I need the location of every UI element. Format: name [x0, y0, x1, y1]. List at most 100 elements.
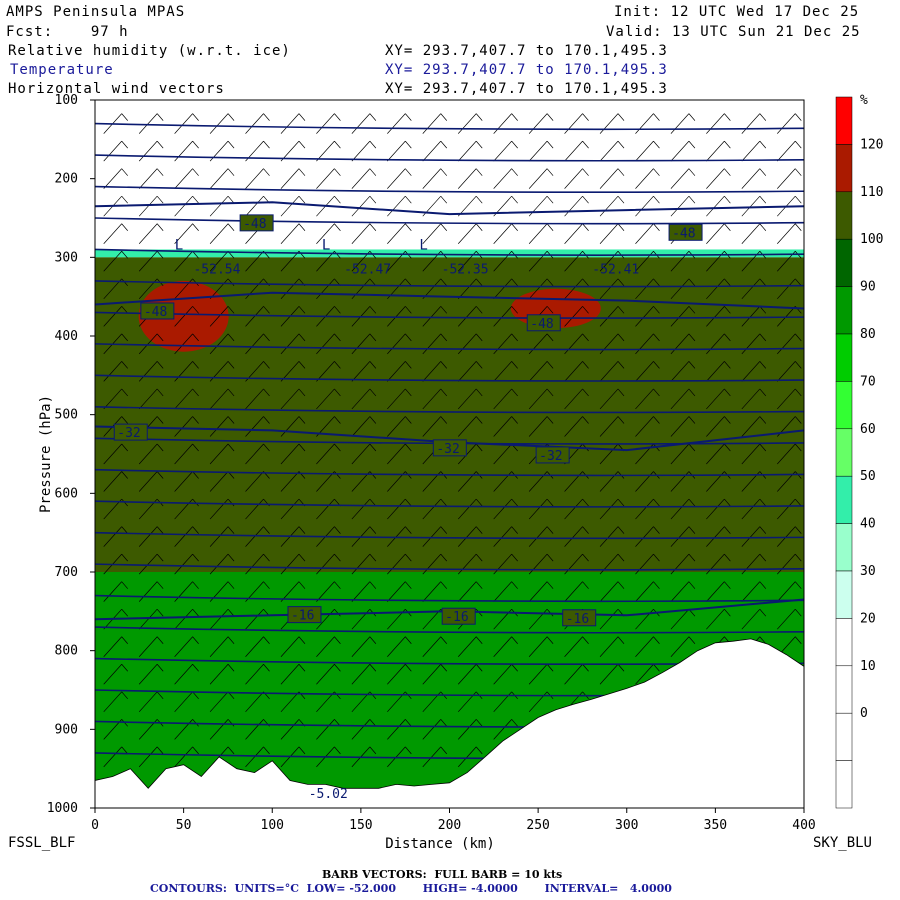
- wind-barb: [777, 526, 802, 547]
- wind-barb: [635, 278, 660, 300]
- wind-barb: [245, 113, 270, 134]
- wind-barb: [599, 664, 625, 685]
- wind-barb: [457, 333, 483, 355]
- wind-barb: [635, 388, 660, 410]
- y-tick-label: 100: [55, 93, 78, 108]
- wind-barb: [599, 113, 625, 134]
- wind-barb: [351, 719, 377, 740]
- wind-barb: [316, 361, 341, 382]
- y-axis-label: Pressure (hPa): [38, 395, 54, 513]
- wind-barb: [103, 388, 128, 410]
- wind-barb: [777, 443, 802, 465]
- wind-barb: [564, 223, 589, 244]
- wind-barb: [706, 581, 731, 602]
- wind-barb: [706, 333, 731, 355]
- wind-barb: [387, 388, 412, 410]
- model-title: AMPS Peninsula MPAS: [6, 4, 186, 20]
- temperature-contour: [95, 594, 804, 603]
- wind-barb: [493, 278, 518, 300]
- wind-barb: [493, 526, 518, 547]
- wind-barb: [316, 388, 341, 410]
- wind-barb: [741, 333, 767, 355]
- wind-barb: [457, 581, 483, 602]
- wind-barb: [103, 691, 128, 713]
- wind-barb: [741, 278, 767, 300]
- temperature-contour: [95, 531, 804, 540]
- wind-barb: [387, 664, 412, 685]
- wind-barb: [493, 388, 518, 410]
- x-tick-label: 300: [615, 818, 638, 833]
- wind-barb: [387, 553, 412, 575]
- wind-barb: [457, 388, 483, 410]
- wind-barb: [635, 306, 660, 327]
- wind-barb: [245, 553, 270, 575]
- wind-barb: [493, 168, 518, 189]
- y-tick-label: 800: [55, 644, 78, 659]
- wind-barb: [387, 168, 412, 189]
- wind-barb: [209, 608, 235, 630]
- wind-barb: [422, 664, 448, 685]
- colorbar-label: 120: [860, 137, 883, 152]
- wind-barb: [209, 223, 235, 244]
- wind-barb: [245, 168, 270, 189]
- axes: 0 50 100 150 200 250 300 350 400 100 200 300 400 500 6…: [47, 93, 816, 833]
- wind-barb: [245, 526, 270, 547]
- wind-barb: [599, 223, 625, 244]
- wind-barb: [635, 113, 660, 134]
- x-tick-label: 350: [704, 818, 727, 833]
- wind-barb: [280, 416, 306, 437]
- colorbar-swatch: [835, 191, 853, 240]
- contour-label-box: [113, 423, 148, 441]
- wind-barb: [741, 608, 767, 630]
- colorbar-label: 90: [860, 280, 876, 295]
- wind-barb: [741, 443, 767, 465]
- wind-barb: [706, 113, 731, 134]
- wind-barb: [422, 168, 448, 189]
- wind-barb: [422, 553, 448, 575]
- wind-barb: [351, 664, 377, 685]
- wind-barb: [245, 636, 270, 657]
- wind-barb: [103, 664, 128, 685]
- wind-barb: [245, 416, 270, 437]
- contour-label: -48: [144, 305, 167, 320]
- wind-barb: [670, 636, 696, 657]
- temperature-contour: [95, 500, 804, 508]
- x-tick-label: 400: [792, 818, 815, 833]
- wind-barb: [670, 306, 696, 327]
- colorbar-swatch: [835, 665, 853, 714]
- wind-barb: [138, 195, 164, 217]
- wind-barb: [564, 636, 589, 657]
- wind-barb: [422, 498, 448, 520]
- contour-label: -5.02: [309, 787, 348, 802]
- wind-barb: [599, 553, 625, 575]
- wind-barb: [387, 113, 412, 134]
- wind-barb: [138, 113, 164, 134]
- wind-barb: [670, 195, 696, 217]
- colorbar-swatch: [835, 286, 853, 335]
- wind-barb: [422, 223, 448, 244]
- wind-barb: [670, 333, 696, 355]
- contour-label-box: [562, 609, 597, 627]
- wind-barb: [174, 195, 199, 217]
- rh-region-moist-band: [95, 249, 804, 258]
- wind-barb: [387, 140, 412, 162]
- wind-barb: [209, 168, 235, 189]
- y-tick-label: 1000: [47, 801, 78, 816]
- y-tick-label: 300: [55, 250, 78, 265]
- barb-legend: BARB VECTORS: FULL BARB = 10 kts: [322, 868, 563, 881]
- wind-barb: [457, 664, 483, 685]
- wind-barb: [493, 416, 518, 437]
- wind-barb: [209, 498, 235, 520]
- wind-barb: [635, 416, 660, 437]
- wind-barb: [457, 416, 483, 437]
- wind-barb: [138, 361, 164, 382]
- wind-barb: [635, 361, 660, 382]
- wind-barb: [493, 223, 518, 244]
- wind-barb: [635, 581, 660, 602]
- wind-barb: [493, 664, 518, 685]
- wind-barb: [457, 636, 483, 657]
- wind-barb: [635, 636, 660, 657]
- wind-barb: [316, 113, 341, 134]
- wind-barb: [528, 498, 554, 520]
- wind-barb: [564, 388, 589, 410]
